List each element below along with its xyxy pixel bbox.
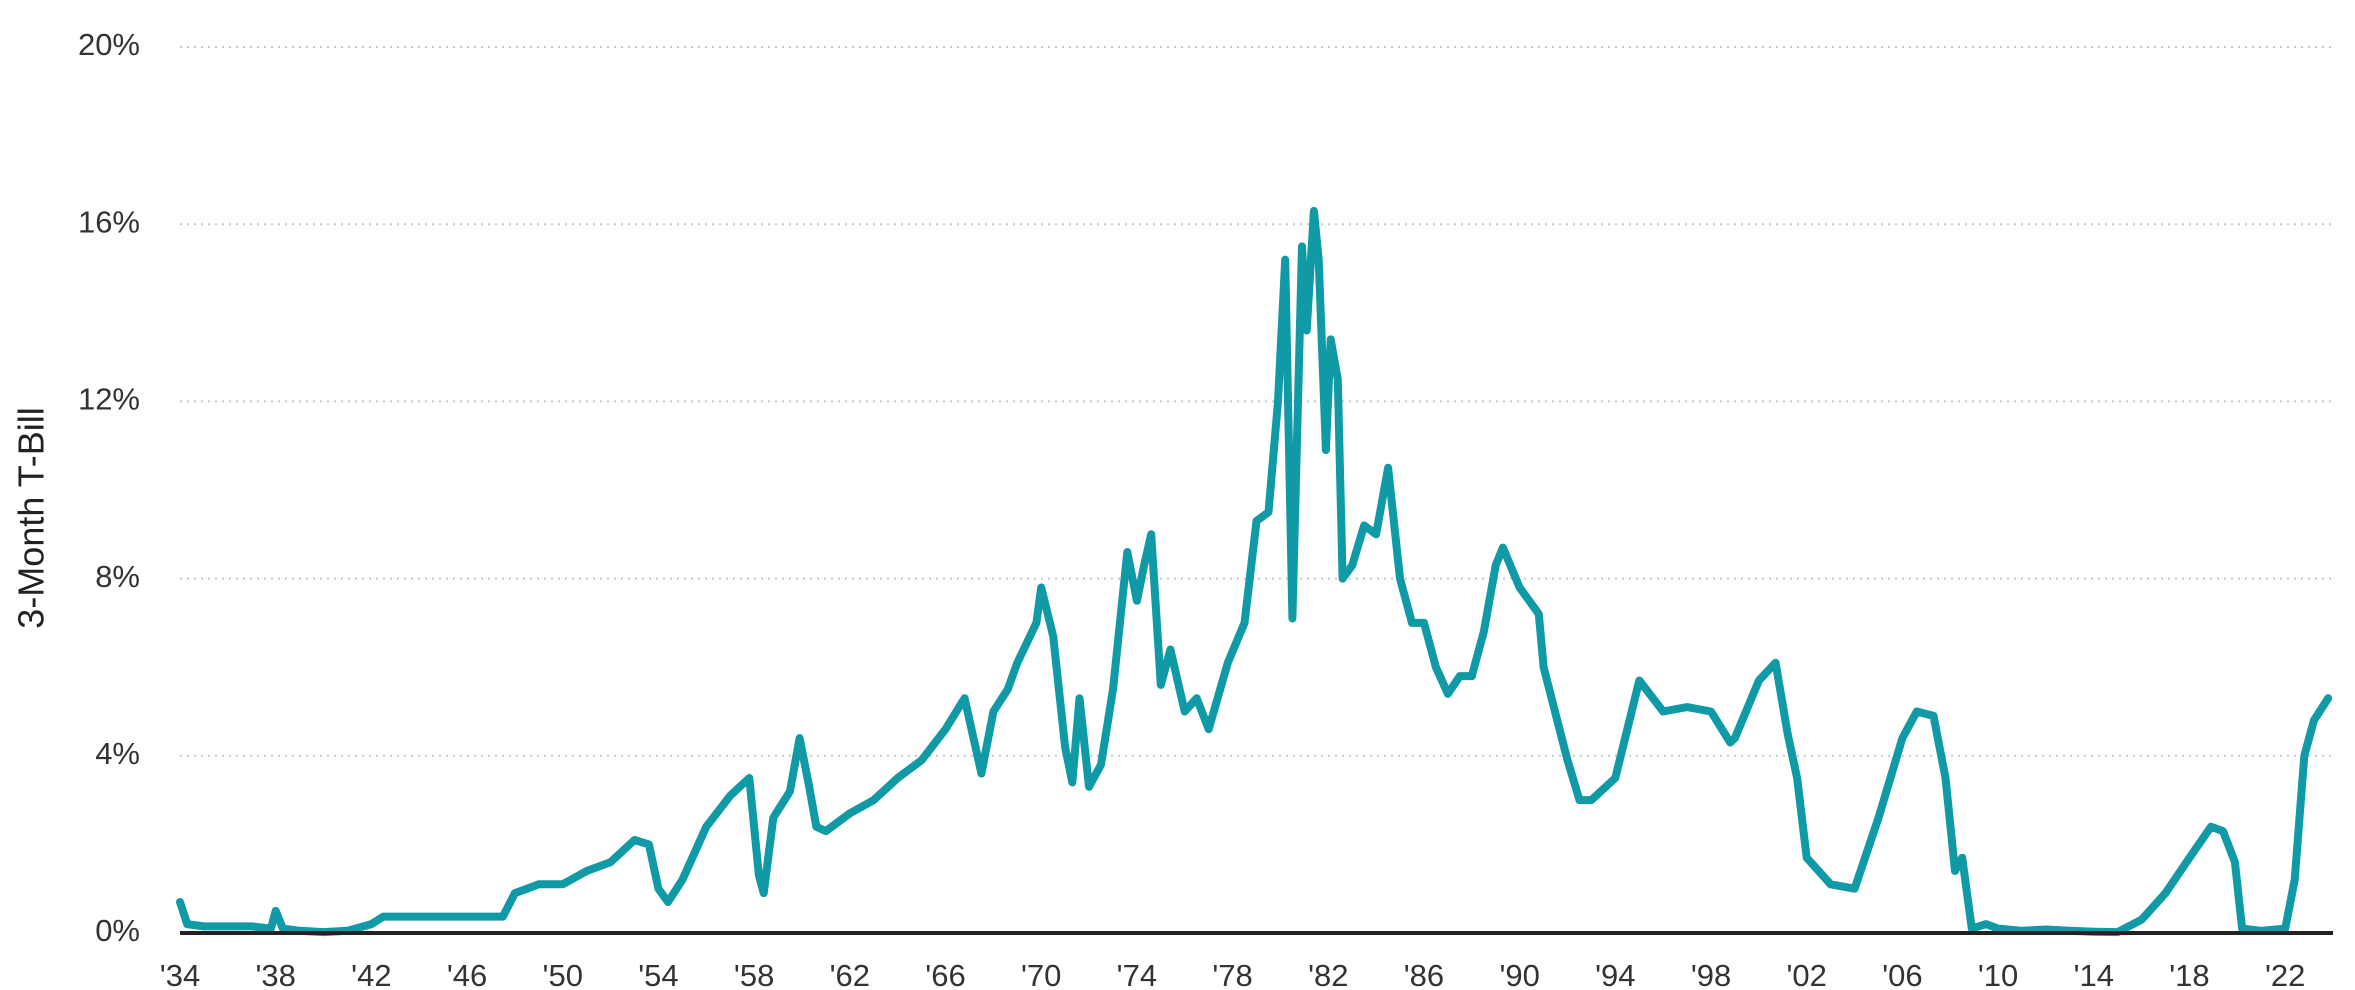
x-tick-label: '78	[1212, 958, 1252, 990]
x-tick-label: '38	[255, 958, 295, 990]
y-tick-label: 12%	[78, 382, 140, 417]
y-axis-title: 3-Month T-Bill	[11, 407, 52, 628]
y-tick-label: 16%	[78, 204, 140, 239]
x-tick-label: '90	[1499, 958, 1539, 990]
x-tick-label: '98	[1691, 958, 1731, 990]
x-tick-label: '50	[543, 958, 583, 990]
data-line	[176, 206, 2333, 937]
x-tick-label: '58	[734, 958, 774, 990]
x-tick-label: '54	[638, 958, 678, 990]
x-tick-label: '74	[1117, 958, 1157, 990]
x-tick-label: '94	[1595, 958, 1635, 990]
x-tick-label: '14	[2074, 958, 2114, 990]
x-tick-label: '10	[1978, 958, 2018, 990]
x-tick-label: '70	[1021, 958, 1061, 990]
x-tick-label: '06	[1882, 958, 1922, 990]
y-tick-label: 8%	[95, 559, 140, 594]
x-tick-label: '66	[925, 958, 965, 990]
x-tick-label: '46	[447, 958, 487, 990]
x-tick-label: '42	[351, 958, 391, 990]
x-tick-label: '18	[2169, 958, 2209, 990]
y-tick-label: 20%	[78, 27, 140, 62]
x-tick-label: '62	[830, 958, 870, 990]
x-tick-label: '34	[160, 958, 200, 990]
y-tick-label: 4%	[95, 736, 140, 771]
x-tick-label: '22	[2265, 958, 2305, 990]
y-tick-label: 0%	[95, 913, 140, 948]
x-tick-label: '02	[1787, 958, 1827, 990]
x-tick-label: '86	[1404, 958, 1444, 990]
x-tick-label: '82	[1308, 958, 1348, 990]
